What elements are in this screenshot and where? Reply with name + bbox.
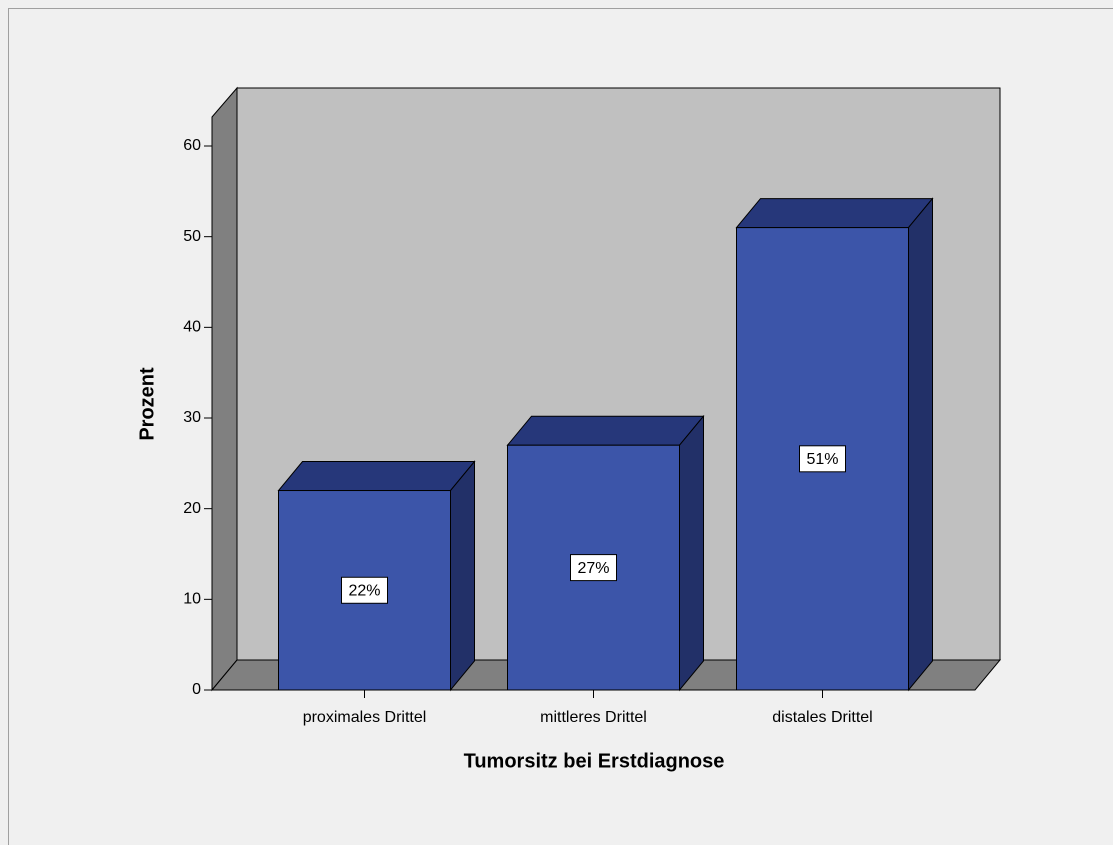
bar-side (908, 197, 933, 692)
value-label-box (570, 554, 617, 582)
y-tick-label: 20 (183, 500, 201, 517)
bar-side (679, 414, 704, 692)
x-axis-title: Tumorsitz bei Erstdiagnose (464, 750, 725, 772)
y-tick-label: 10 (183, 591, 201, 608)
bar-top (735, 198, 934, 229)
y-tick-label: 40 (183, 319, 201, 336)
value-label-box (341, 576, 388, 604)
value-label-box (799, 445, 846, 473)
left-wall (211, 86, 238, 692)
value-label: 22% (348, 582, 380, 599)
bar-top (506, 415, 705, 446)
x-tick-label: proximales Drittel (303, 709, 427, 726)
bar-top (277, 461, 476, 492)
bar-side (450, 460, 475, 692)
x-tick-label: distales Drittel (772, 709, 872, 726)
value-label: 27% (577, 560, 609, 577)
x-tick-label: mittleres Drittel (540, 709, 647, 726)
value-label: 51% (806, 451, 838, 468)
y-tick-label: 60 (183, 137, 201, 154)
y-tick-label: 0 (192, 681, 201, 698)
plot: 0 10 20 30 40 50 60 22% proximales Drittel 27% mit… (183, 117, 975, 726)
y-tick-label: 50 (183, 228, 201, 245)
y-tick-label: 30 (183, 409, 201, 426)
y-axis-title: Prozent (136, 367, 158, 441)
